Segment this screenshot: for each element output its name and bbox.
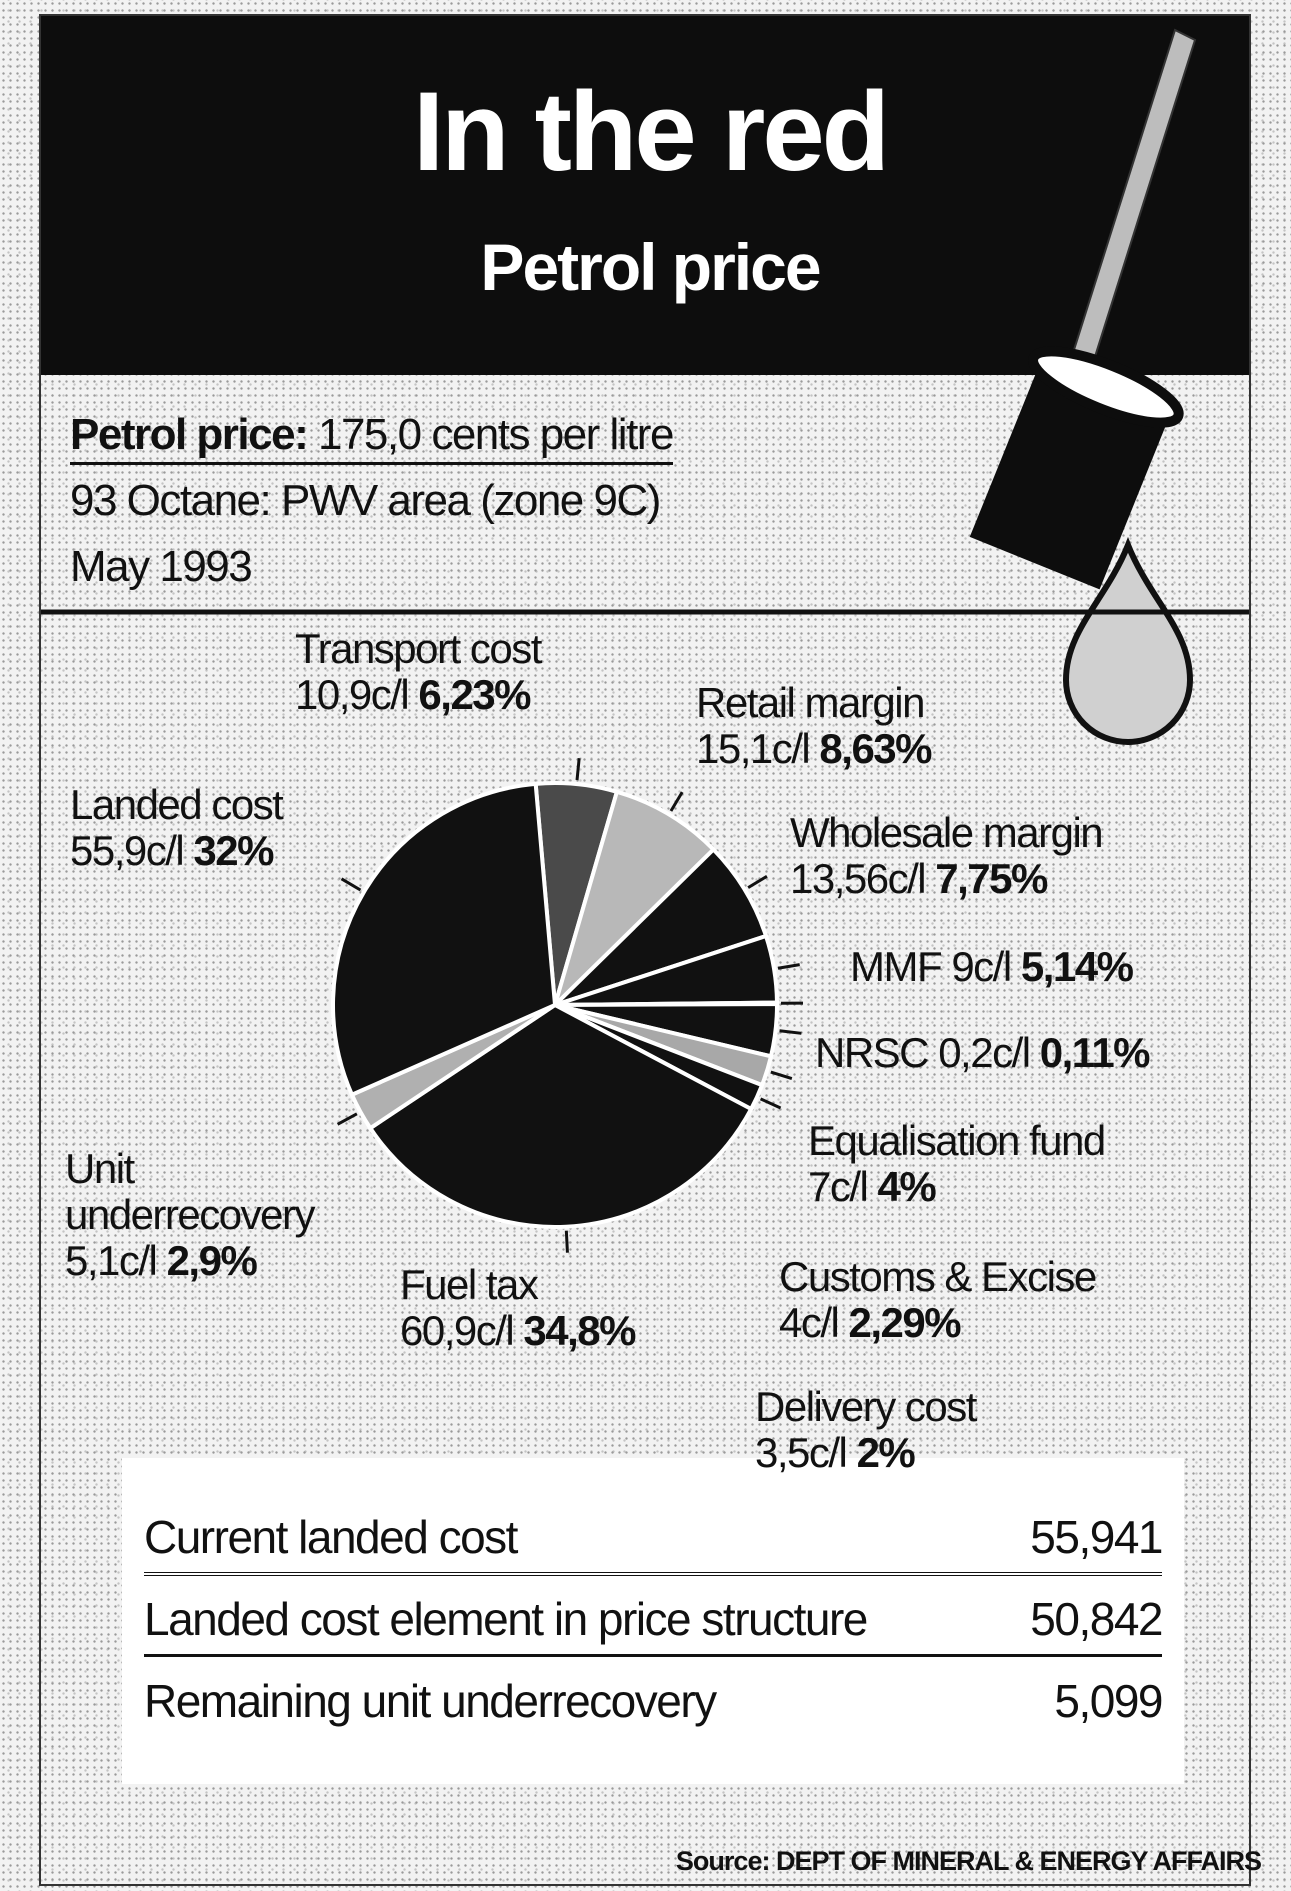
cents-label: 5,1c/l: [65, 1237, 156, 1284]
leader-line: [338, 1114, 357, 1125]
value-label: 32%: [193, 827, 273, 874]
info-value: 175,0 cents per litre: [318, 410, 673, 459]
row-value: 50,842: [1030, 1592, 1162, 1646]
category-label: Customs & Excise: [779, 1254, 1096, 1300]
leader-line: [341, 879, 360, 890]
value-label: 2%: [857, 1429, 915, 1476]
cents-label: 7c/l: [808, 1163, 867, 1210]
category-label: NRSC: [815, 1029, 928, 1076]
row-value: 5,099: [1054, 1674, 1162, 1728]
subtitle: Petrol price: [480, 230, 819, 304]
value-label: 34,8%: [523, 1307, 635, 1354]
row-value: 55,941: [1030, 1510, 1162, 1564]
value-line: 15,1c/l 8,63%: [696, 726, 931, 772]
category-label: Retail margin: [696, 680, 931, 726]
leader-line: [780, 1031, 802, 1034]
info-line: 93 Octane: PWV area (zone 9C): [70, 468, 673, 534]
category-label: Landed cost: [70, 782, 282, 828]
info: Petrol price: 175,0 cents per litre 93 O…: [70, 402, 673, 600]
value-label: 0,11%: [1040, 1029, 1149, 1076]
category-label: Unit underrecovery: [65, 1146, 385, 1238]
cents-label: 55,9c/l: [70, 827, 183, 874]
info-label: Petrol price:: [70, 410, 307, 459]
leader-line: [748, 876, 767, 887]
cents-label: 4c/l: [779, 1299, 838, 1346]
value-line: 55,9c/l 32%: [70, 828, 282, 874]
category-label: Fuel tax: [400, 1262, 635, 1308]
value-label: 7,75%: [935, 855, 1047, 902]
row-label: Landed cost element in price structure: [144, 1592, 867, 1646]
leader-line: [577, 758, 579, 780]
value-label: 8,63%: [819, 725, 931, 772]
value-line: 10,9c/l 6,23%: [295, 672, 541, 718]
table-row: Landed cost element in price structure 50…: [144, 1580, 1162, 1657]
infographic: In the red Petrol price Petrol price: 17…: [0, 0, 1291, 1891]
info-line: May 1993: [70, 534, 673, 600]
oil-can: [962, 337, 1186, 592]
cents-label: 3,5c/l: [755, 1429, 846, 1476]
leader-line: [761, 1099, 781, 1108]
value-line: 7c/l 4%: [808, 1164, 1105, 1210]
info-line: Petrol price: 175,0 cents per litre: [70, 408, 673, 465]
category-label: MMF: [850, 943, 941, 990]
value-label: 5,14%: [1021, 943, 1133, 990]
cents-label: 10,9c/l: [295, 671, 408, 718]
value-label: 2,9%: [167, 1237, 257, 1284]
table-row: Remaining unit underrecovery 5,099: [144, 1662, 1162, 1736]
slice-label: MMF 9c/l 5,14%: [850, 944, 1132, 990]
category-label: Wholesale margin: [790, 810, 1102, 856]
cents-label: 13,56c/l: [790, 855, 925, 902]
leader-line: [566, 1231, 567, 1253]
title: In the red: [413, 69, 887, 194]
value-line: 5,1c/l 2,9%: [65, 1238, 385, 1284]
row-label: Current landed cost: [144, 1510, 517, 1564]
category-label: Delivery cost: [755, 1384, 976, 1430]
value-line: 60,9c/l 34,8%: [400, 1308, 635, 1354]
table-row: Current landed cost 55,941: [144, 1498, 1162, 1576]
value-line: 3,5c/l 2%: [755, 1430, 976, 1476]
leader-line: [771, 1072, 792, 1079]
cents-label: 9c/l: [951, 943, 1010, 990]
value-line: 13,56c/l 7,75%: [790, 856, 1102, 902]
category-label: Transport cost: [295, 626, 541, 672]
category-label: Equalisation fund: [808, 1118, 1105, 1164]
value-label: 6,23%: [418, 671, 530, 718]
value-label: 2,29%: [849, 1299, 961, 1346]
leader-line: [778, 965, 800, 969]
table: Current landed cost 55,941 Landed cost ele…: [122, 1458, 1184, 1784]
value-line: 4c/l 2,29%: [779, 1300, 1096, 1346]
source: Source: DEPT OF MINERAL & ENERGY AFFAIRS: [676, 1846, 1261, 1877]
cents-label: 60,9c/l: [400, 1307, 513, 1354]
slice-label: NRSC 0,2c/l 0,11%: [815, 1030, 1149, 1076]
value-label: 4%: [878, 1163, 936, 1210]
cents-label: 0,2c/l: [938, 1029, 1029, 1076]
row-label: Remaining unit underrecovery: [144, 1674, 716, 1728]
cents-label: 15,1c/l: [696, 725, 809, 772]
leader-line: [671, 792, 682, 811]
